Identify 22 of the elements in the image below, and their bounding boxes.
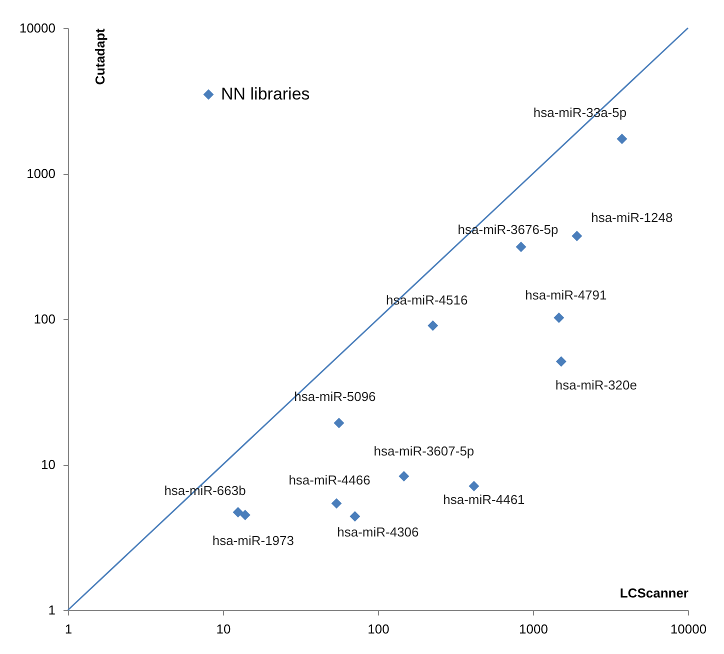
y-tick-label: 10 xyxy=(41,457,56,472)
y-tick-label: 1000 xyxy=(26,166,56,181)
annotation: hsa-miR-4461 xyxy=(443,492,525,508)
x-tick-label: 10 xyxy=(216,622,231,636)
legend-label: NN libraries xyxy=(221,84,310,104)
y-axis-title: Cutadapt xyxy=(92,28,108,85)
x-tick-label: 1 xyxy=(64,622,72,636)
x-tick-label: 10000 xyxy=(670,622,707,636)
annotation: hsa-miR-4791 xyxy=(525,288,607,303)
annotation: hsa-miR-320e xyxy=(555,378,638,393)
y-tick-label: 100 xyxy=(34,312,56,326)
annotation: hsa-miR-1248 xyxy=(591,210,673,225)
annotation: hsa-miR-4466 xyxy=(288,472,370,488)
annotation: hsa-miR-4306 xyxy=(337,524,419,540)
x-axis-title: LCScanner xyxy=(620,586,688,600)
annotation: hsa-miR-3607-5p xyxy=(374,443,474,458)
y-tick-label: 1 xyxy=(48,602,56,618)
y-tick-label: 10000 xyxy=(19,20,56,36)
annotation: hsa-miR-5096 xyxy=(294,388,376,404)
x-tick-label: 1000 xyxy=(519,622,548,636)
annotation: hsa-miR-1973 xyxy=(212,532,294,548)
x-tick-label: 100 xyxy=(368,622,390,636)
